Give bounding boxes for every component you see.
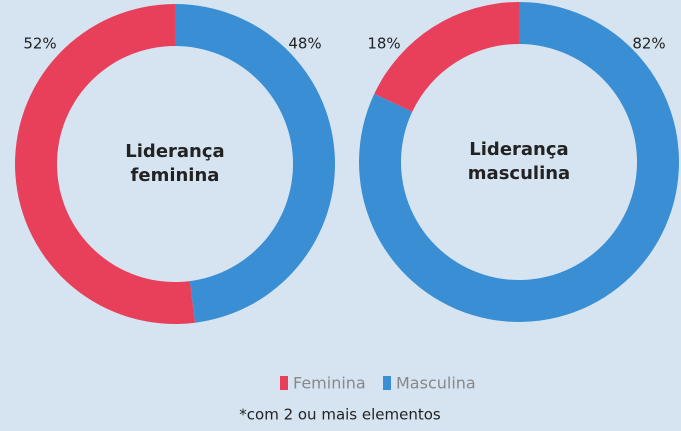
value-label: 52% bbox=[23, 35, 56, 53]
donut-segment bbox=[15, 4, 196, 324]
legend-text: Masculina bbox=[396, 374, 476, 393]
footnote: *com 2 ou mais elementos bbox=[239, 406, 441, 424]
legend-swatch bbox=[383, 376, 391, 390]
donut-segment bbox=[374, 2, 519, 112]
value-label: 82% bbox=[632, 35, 665, 53]
value-label: 18% bbox=[367, 35, 400, 53]
donut-title: Liderança masculina bbox=[467, 139, 571, 184]
value-label: 48% bbox=[288, 35, 321, 53]
legend-swatch bbox=[280, 376, 288, 390]
donut-title: Liderança feminina bbox=[125, 141, 225, 186]
donut-segment bbox=[175, 4, 336, 323]
legend-text: Feminina bbox=[293, 374, 366, 393]
